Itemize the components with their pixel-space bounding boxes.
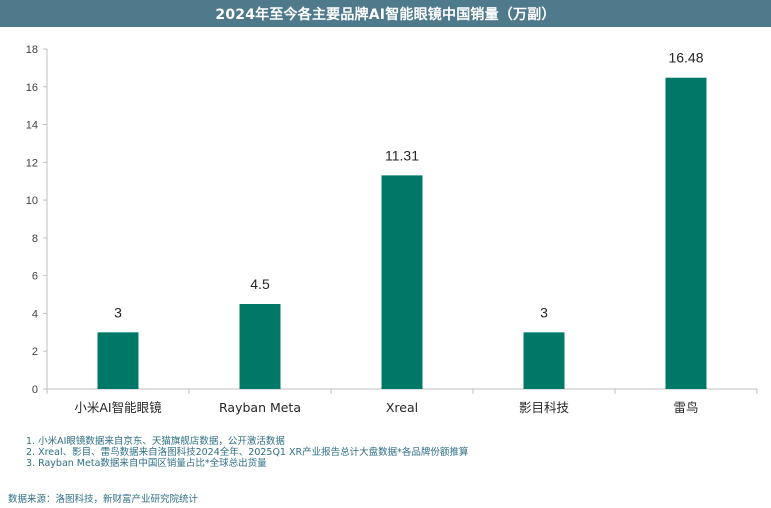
bar-chart: 0 2 4 6 8 10 12 14 16 18 3 小米AI智能眼镜 4.5 Rayban Meta 11… bbox=[26, 44, 758, 415]
footnotes: 1. 小米AI眼镜数据来自京东、天猫旗舰店数据，公开激活数据 2. Xreal、… bbox=[26, 436, 468, 469]
data-label-2: 4.5 bbox=[250, 276, 270, 292]
y-tick-label: 16 bbox=[26, 82, 38, 94]
bar-4 bbox=[523, 332, 565, 389]
y-tick-label: 2 bbox=[32, 346, 38, 358]
bar-1 bbox=[97, 332, 139, 389]
footnote-3: 3. Rayban Meta数据来自中国区销量占比*全球总出货量 bbox=[26, 458, 267, 469]
x-tick-label-1: 小米AI智能眼镜 bbox=[74, 400, 162, 415]
bar-5 bbox=[665, 77, 707, 389]
data-label-4: 3 bbox=[540, 304, 548, 320]
x-tick-label-3: Xreal bbox=[386, 400, 418, 415]
bar-3 bbox=[381, 175, 423, 389]
x-tick-label-2: Rayban Meta bbox=[219, 400, 301, 415]
y-tick-label: 6 bbox=[32, 271, 38, 283]
data-label-3: 11.31 bbox=[385, 147, 419, 163]
y-tick-label: 14 bbox=[26, 120, 38, 132]
data-label-1: 3 bbox=[114, 304, 122, 320]
y-tick-label: 8 bbox=[32, 233, 38, 245]
y-tick-label: 10 bbox=[26, 195, 38, 207]
x-tick-label-4: 影目科技 bbox=[519, 400, 570, 415]
data-label-5: 16.48 bbox=[668, 50, 703, 66]
bar-2 bbox=[239, 304, 281, 389]
x-tick-label-5: 雷鸟 bbox=[673, 400, 698, 415]
y-tick-label: 12 bbox=[26, 157, 38, 169]
y-tick-label: 4 bbox=[32, 308, 38, 320]
y-tick-label: 0 bbox=[32, 384, 38, 396]
footnote-2: 2. Xreal、影目、雷鸟数据来自洛图科技2024全年、2025Q1 XR产业… bbox=[26, 447, 469, 458]
data-source: 数据来源：洛图科技，新财富产业研究院统计 bbox=[8, 494, 199, 505]
chart-title: 2024年至今各主要品牌AI智能眼镜中国销量（万副） bbox=[0, 0, 771, 27]
y-tick-label: 18 bbox=[26, 44, 38, 56]
footnote-1: 1. 小米AI眼镜数据来自京东、天猫旗舰店数据，公开激活数据 bbox=[26, 436, 285, 447]
